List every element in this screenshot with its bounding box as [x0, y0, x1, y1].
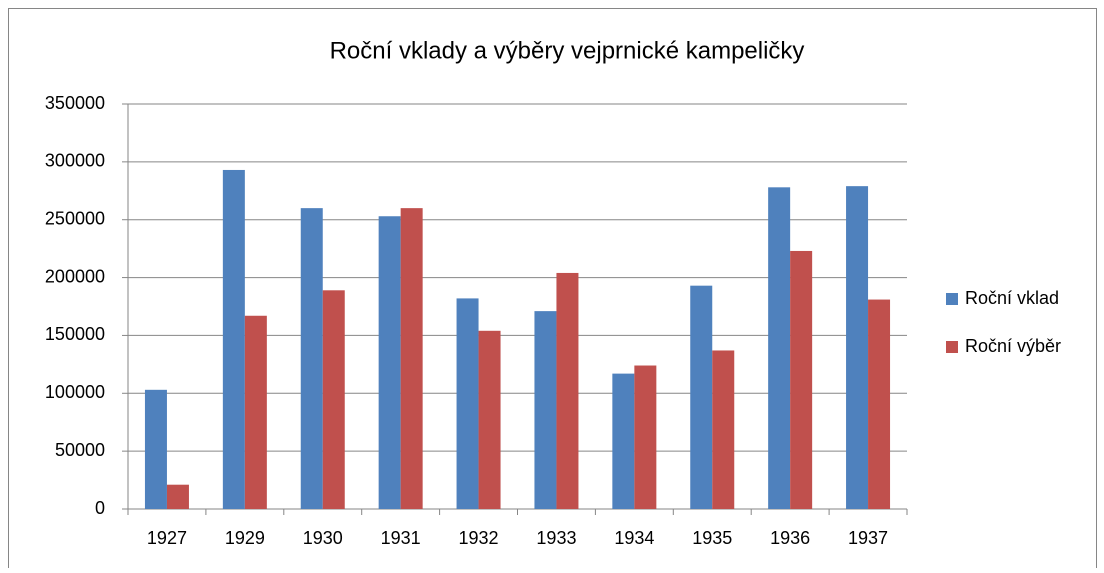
x-tick-label: 1931	[381, 528, 421, 548]
x-tick-label: 1934	[614, 528, 654, 548]
bar	[166, 484, 189, 509]
x-tick-label: 1927	[147, 528, 187, 548]
legend-swatch	[946, 341, 958, 353]
bar	[846, 186, 869, 509]
bar	[322, 290, 345, 509]
bar	[790, 250, 813, 509]
y-tick-label: 150000	[45, 324, 105, 344]
x-tick-label: 1929	[225, 528, 265, 548]
bar	[712, 350, 735, 509]
legend-swatch	[946, 293, 958, 305]
bar	[868, 299, 891, 509]
y-tick-label: 100000	[45, 382, 105, 402]
bar	[400, 208, 423, 509]
bar	[634, 365, 657, 509]
legend-label: Roční vklad	[965, 288, 1059, 308]
y-tick-label: 50000	[55, 440, 105, 460]
bar	[378, 216, 401, 509]
x-tick-label: 1937	[848, 528, 888, 548]
y-tick-label: 0	[95, 498, 105, 518]
y-tick-label: 200000	[45, 266, 105, 286]
y-tick-label: 250000	[45, 208, 105, 228]
y-tick-label: 300000	[45, 151, 105, 171]
y-tick-label: 350000	[45, 93, 105, 113]
x-tick-label: 1930	[303, 528, 343, 548]
bar	[478, 330, 501, 509]
bar	[456, 298, 479, 509]
x-tick-label: 1933	[536, 528, 576, 548]
x-tick-label: 1935	[692, 528, 732, 548]
bar	[690, 285, 713, 509]
bar	[534, 311, 557, 509]
bar	[768, 187, 791, 510]
bar	[244, 315, 267, 509]
bar	[556, 272, 579, 509]
bar	[612, 373, 635, 509]
bar	[300, 208, 323, 509]
bar	[144, 389, 167, 509]
bar	[222, 169, 245, 509]
legend-label: Roční výběr	[965, 336, 1061, 356]
x-tick-label: 1936	[770, 528, 810, 548]
x-tick-label: 1932	[459, 528, 499, 548]
chart-title: Roční vklady a výběry vejprnické kampeli…	[330, 37, 805, 64]
